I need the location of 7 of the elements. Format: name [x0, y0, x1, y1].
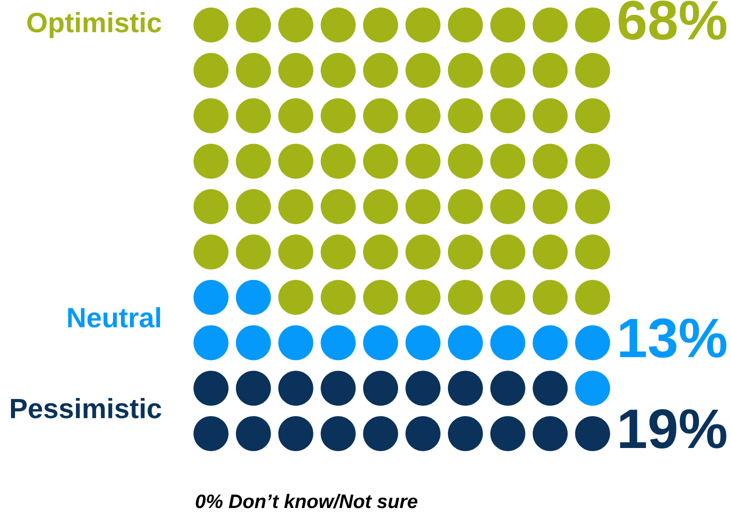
data-label: 68%: [618, 0, 726, 40]
text: 0% Don’t know/Not sure: [196, 494, 418, 508]
category-label: Pessimistic: [10, 398, 162, 418]
data-label: 19%: [620, 409, 726, 449]
category-label: Neutral: [68, 307, 160, 328]
data-label: 13%: [620, 318, 726, 358]
category-label: Optimistic: [27, 12, 162, 38]
